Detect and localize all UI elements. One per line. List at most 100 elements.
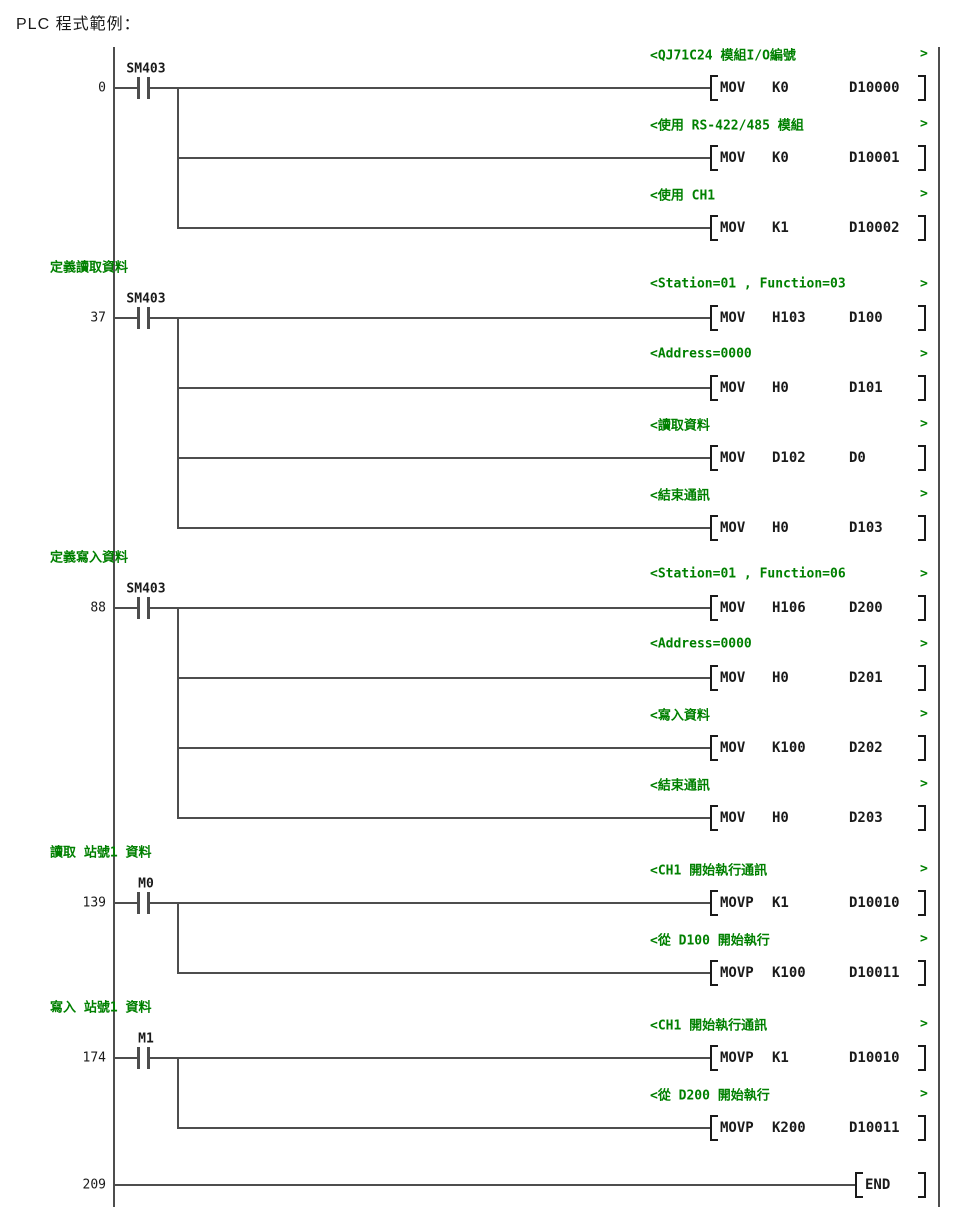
instruction-open-bracket bbox=[710, 1045, 718, 1071]
rung-comment-close: > bbox=[920, 46, 928, 62]
instruction-operand-2: D203 bbox=[849, 810, 883, 826]
instruction-operand-1: K1 bbox=[772, 1050, 789, 1066]
branch-line bbox=[177, 607, 179, 819]
branch-line bbox=[177, 902, 179, 974]
instruction-opcode: MOV bbox=[720, 80, 746, 96]
contact-bar-right bbox=[147, 307, 150, 329]
instruction-operand-1: K100 bbox=[772, 965, 806, 981]
rung-comment-close: > bbox=[920, 276, 928, 292]
instruction-close-bracket bbox=[918, 75, 926, 101]
rung-comment: <結束通訊 bbox=[650, 778, 710, 794]
contact-bar-left bbox=[137, 1047, 140, 1069]
rung-line bbox=[177, 1127, 710, 1129]
step-number: 174 bbox=[82, 1050, 106, 1066]
instruction-close-bracket bbox=[918, 1115, 926, 1141]
rung-comment: <Address=0000 bbox=[650, 636, 752, 652]
rung-line bbox=[150, 607, 710, 609]
instruction-operand-1: H0 bbox=[772, 810, 789, 826]
instruction-close-bracket bbox=[918, 805, 926, 831]
instruction-close-bracket bbox=[918, 595, 926, 621]
rung-comment-close: > bbox=[920, 346, 928, 362]
instruction-open-bracket bbox=[710, 735, 718, 761]
instruction-operand-2: D200 bbox=[849, 600, 883, 616]
step-number: 0 bbox=[98, 80, 106, 96]
contact-bar-right bbox=[147, 77, 150, 99]
rung-comment-close: > bbox=[920, 1016, 928, 1032]
instruction-operand-2: D103 bbox=[849, 520, 883, 536]
contact-lead-line bbox=[113, 1057, 137, 1059]
contact-bar-left bbox=[137, 307, 140, 329]
contact-lead-line bbox=[113, 607, 137, 609]
rung-line bbox=[177, 387, 710, 389]
instruction-open-bracket bbox=[710, 805, 718, 831]
section-label: 定義寫入資料 bbox=[50, 550, 129, 566]
instruction-opcode: MOVP bbox=[720, 895, 754, 911]
instruction-opcode: MOV bbox=[720, 220, 746, 236]
contact-lead-line bbox=[113, 317, 137, 319]
contact-bar-left bbox=[137, 892, 140, 914]
instruction-opcode: MOV bbox=[720, 670, 746, 686]
rung-comment-close: > bbox=[920, 486, 928, 502]
branch-line bbox=[177, 1057, 179, 1129]
rung-comment-close: > bbox=[920, 186, 928, 202]
contact-lead-line bbox=[113, 87, 137, 89]
rung-comment: <QJ71C24 模組I/O編號 bbox=[650, 48, 796, 64]
instruction-operand-1: H103 bbox=[772, 310, 806, 326]
instruction-operand-2: D10010 bbox=[849, 895, 900, 911]
rung-comment: <使用 RS-422/485 模組 bbox=[650, 118, 804, 134]
rung-line bbox=[177, 817, 710, 819]
instruction-operand-1: K0 bbox=[772, 80, 789, 96]
instruction-close-bracket bbox=[918, 890, 926, 916]
rung-comment-close: > bbox=[920, 861, 928, 877]
instruction-close-bracket bbox=[918, 665, 926, 691]
rung-line bbox=[177, 677, 710, 679]
step-number: 209 bbox=[82, 1177, 106, 1193]
instruction-close-bracket bbox=[918, 515, 926, 541]
instruction-close-bracket bbox=[918, 375, 926, 401]
instruction-opcode: MOV bbox=[720, 450, 746, 466]
instruction-open-bracket bbox=[710, 375, 718, 401]
rung-line bbox=[150, 902, 710, 904]
instruction-opcode: MOVP bbox=[720, 1050, 754, 1066]
instruction-opcode: MOVP bbox=[720, 965, 754, 981]
rung-line bbox=[150, 1057, 710, 1059]
instruction-open-bracket bbox=[710, 960, 718, 986]
rung-line bbox=[177, 527, 710, 529]
rung-comment-close: > bbox=[920, 636, 928, 652]
instruction-opcode: MOV bbox=[720, 740, 746, 756]
instruction-opcode: MOV bbox=[720, 520, 746, 536]
rung-comment: <從 D100 開始執行 bbox=[650, 933, 770, 949]
rung-line bbox=[177, 157, 710, 159]
rung-line bbox=[150, 87, 710, 89]
instruction-open-bracket bbox=[710, 595, 718, 621]
instruction-operand-2: D202 bbox=[849, 740, 883, 756]
contact-bar-right bbox=[147, 597, 150, 619]
instruction-close-bracket bbox=[918, 305, 926, 331]
instruction-close-bracket bbox=[918, 145, 926, 171]
contact-bar-right bbox=[147, 892, 150, 914]
rung-comment-close: > bbox=[920, 1086, 928, 1102]
rung-comment: <Address=0000 bbox=[650, 346, 752, 362]
instruction-open-bracket bbox=[710, 665, 718, 691]
instruction-opcode: MOV bbox=[720, 310, 746, 326]
instruction-open-bracket bbox=[710, 515, 718, 541]
right-power-rail bbox=[938, 47, 940, 1207]
instruction-operand-2: D10010 bbox=[849, 1050, 900, 1066]
instruction-operand-1: H0 bbox=[772, 670, 789, 686]
instruction-opcode: MOV bbox=[720, 380, 746, 396]
step-number: 88 bbox=[90, 600, 106, 616]
instruction-open-bracket bbox=[855, 1172, 863, 1198]
left-power-rail bbox=[113, 47, 115, 1207]
instruction-open-bracket bbox=[710, 145, 718, 171]
instruction-open-bracket bbox=[710, 305, 718, 331]
instruction-close-bracket bbox=[918, 1172, 926, 1198]
rung-comment: <從 D200 開始執行 bbox=[650, 1088, 770, 1104]
rung-comment: <Station=01 , Function=03 bbox=[650, 276, 846, 292]
instruction-close-bracket bbox=[918, 445, 926, 471]
rung-comment: <Station=01 , Function=06 bbox=[650, 566, 846, 582]
contact-label: SM403 bbox=[126, 291, 166, 307]
instruction-open-bracket bbox=[710, 75, 718, 101]
instruction-operand-1: K200 bbox=[772, 1120, 806, 1136]
instruction-operand-1: K0 bbox=[772, 150, 789, 166]
